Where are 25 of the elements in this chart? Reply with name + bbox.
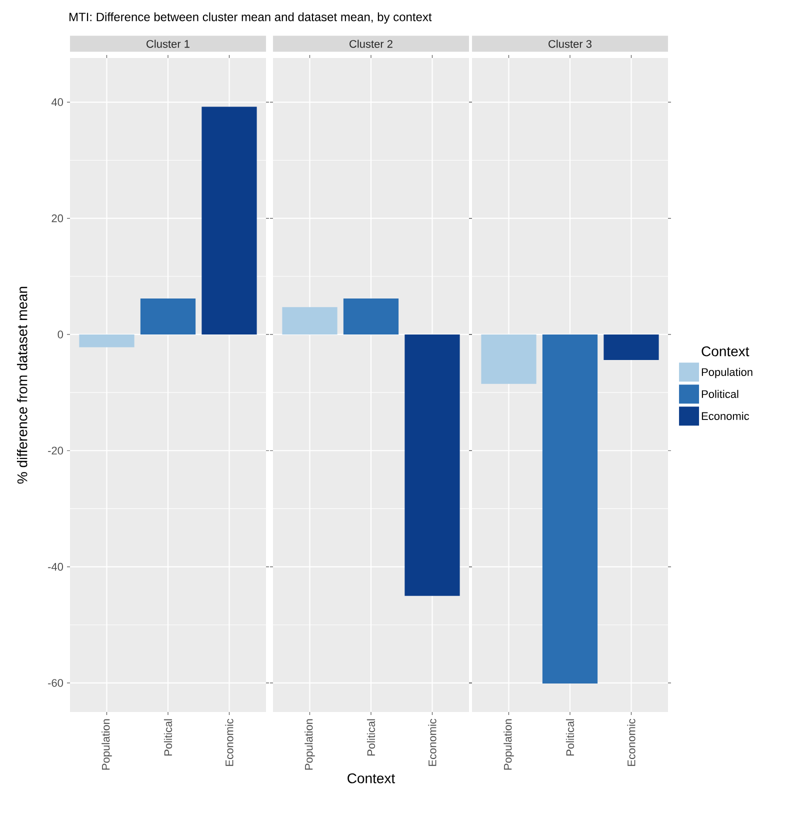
y-tick-label: 20 — [52, 214, 64, 222]
chart-subtitle: Cluster 2 — [350, 40, 392, 48]
y-axis-title: % difference from dataset mean — [16, 286, 28, 484]
legend-label: Economic — [702, 412, 750, 420]
chart-title: MTI: Difference between cluster mean and dataset mean, by context — [70, 12, 432, 24]
y-tick-label: -20 — [48, 446, 64, 455]
y-tick-label: 0 — [58, 330, 64, 338]
x-tick-label: Economic — [428, 718, 436, 766]
legend-label: Population — [702, 368, 752, 378]
x-tick-label: Political — [566, 719, 574, 756]
x-tick-label: Economic — [627, 718, 636, 766]
legend-title: Context — [702, 346, 750, 356]
x-tick-label: Political — [164, 719, 172, 756]
y-tick-label: -60 — [48, 679, 64, 687]
y-tick-label: -40 — [48, 562, 64, 571]
chart-subtitle: Cluster 1 — [146, 40, 190, 48]
x-tick-label: Population — [304, 719, 315, 770]
x-tick-label: Population — [504, 719, 514, 770]
legend-label: Political — [702, 390, 738, 398]
x-tick-label: Economic — [225, 718, 234, 766]
x-axis-title: Context — [348, 773, 396, 784]
x-tick-label: Population — [102, 719, 112, 770]
y-tick-label: 40 — [51, 98, 64, 106]
x-tick-label: Political — [366, 719, 376, 756]
chart-subtitle: Cluster 3 — [548, 40, 592, 48]
